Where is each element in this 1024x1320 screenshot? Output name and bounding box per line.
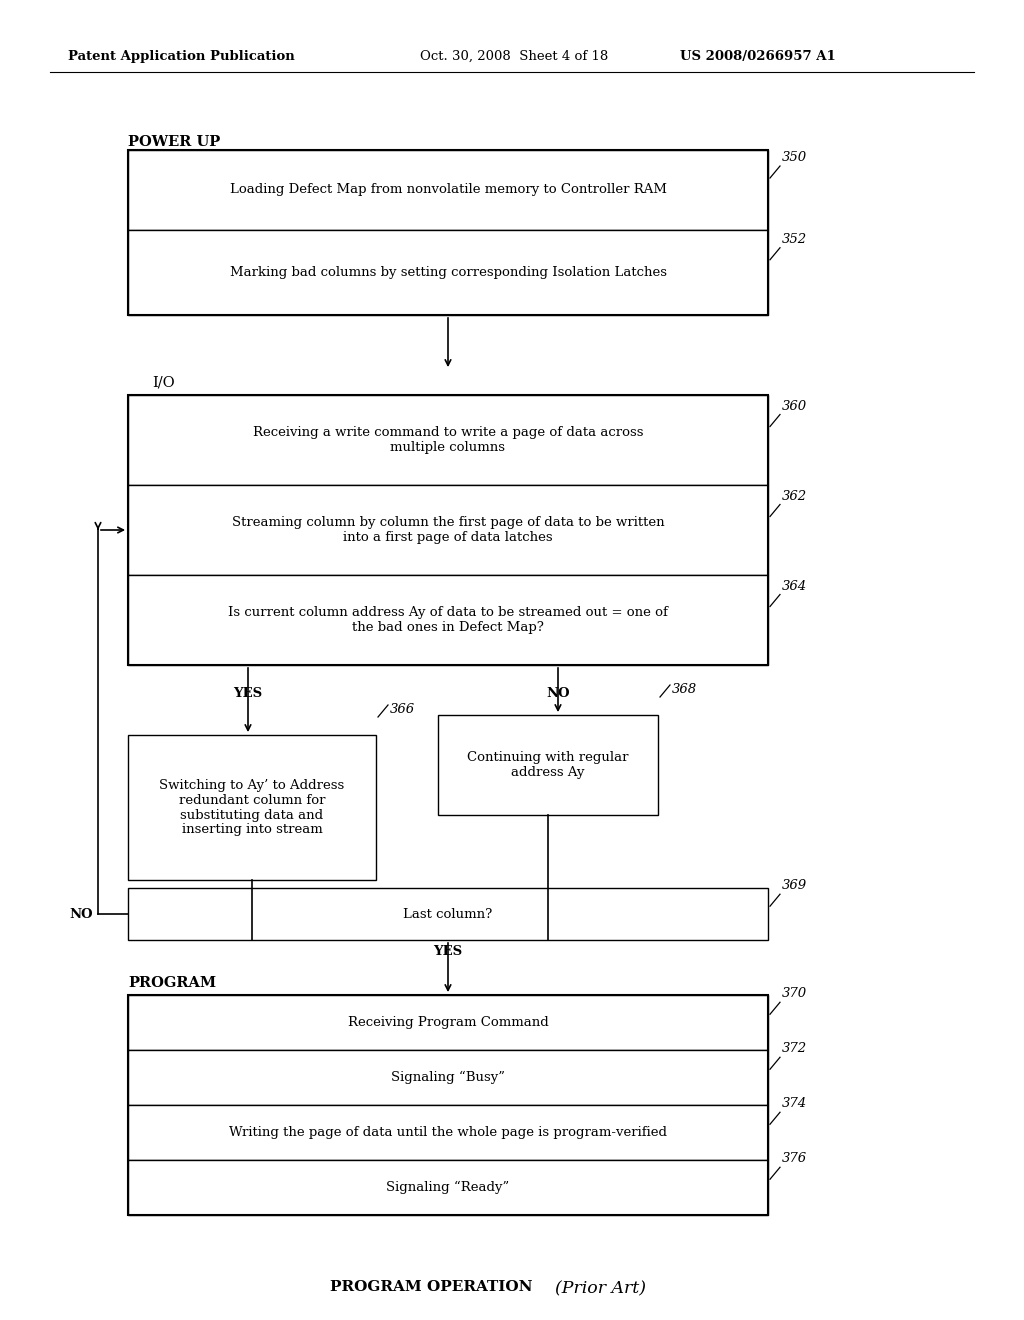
Text: YES: YES (233, 686, 262, 700)
Text: Continuing with regular
address Ay: Continuing with regular address Ay (467, 751, 629, 779)
Text: (Prior Art): (Prior Art) (555, 1280, 646, 1298)
Text: 376: 376 (782, 1152, 807, 1166)
Bar (128, 1160, 768, 1214)
Text: Loading Defect Map from nonvolatile memory to Controller RAM: Loading Defect Map from nonvolatile memo… (229, 183, 667, 197)
Text: I/O: I/O (152, 375, 175, 389)
Text: NO: NO (70, 908, 93, 920)
Bar (128, 888, 768, 940)
Text: Last column?: Last column? (403, 908, 493, 920)
Text: POWER UP: POWER UP (128, 135, 220, 149)
Text: 364: 364 (782, 579, 807, 593)
Text: Writing the page of data until the whole page is program-verified: Writing the page of data until the whole… (229, 1126, 667, 1139)
Text: Marking bad columns by setting corresponding Isolation Latches: Marking bad columns by setting correspon… (229, 267, 667, 279)
Text: PROGRAM OPERATION: PROGRAM OPERATION (330, 1280, 532, 1294)
Text: Switching to Ay’ to Address
redundant column for
substituting data and
inserting: Switching to Ay’ to Address redundant co… (160, 779, 345, 837)
Text: Signaling “Ready”: Signaling “Ready” (386, 1181, 510, 1195)
Bar (128, 1105, 768, 1160)
Text: 360: 360 (782, 400, 807, 412)
Bar (438, 715, 658, 814)
Text: Receiving Program Command: Receiving Program Command (347, 1016, 549, 1030)
Text: NO: NO (546, 686, 569, 700)
Text: Receiving a write command to write a page of data across
multiple columns: Receiving a write command to write a pag… (253, 426, 643, 454)
Text: Oct. 30, 2008  Sheet 4 of 18: Oct. 30, 2008 Sheet 4 of 18 (420, 50, 608, 63)
Bar (128, 995, 768, 1049)
Text: US 2008/0266957 A1: US 2008/0266957 A1 (680, 50, 836, 63)
Bar (128, 230, 768, 315)
Text: 372: 372 (782, 1043, 807, 1055)
Text: Patent Application Publication: Patent Application Publication (68, 50, 295, 63)
Bar (128, 150, 768, 315)
Bar (128, 395, 768, 484)
Text: YES: YES (433, 945, 463, 958)
Text: Streaming column by column the first page of data to be written
into a first pag: Streaming column by column the first pag… (231, 516, 665, 544)
Bar (128, 735, 376, 880)
Bar (128, 576, 768, 665)
Text: PROGRAM: PROGRAM (128, 975, 216, 990)
Bar (128, 395, 768, 665)
Text: 362: 362 (782, 490, 807, 503)
Text: 369: 369 (782, 879, 807, 892)
Bar (128, 995, 768, 1214)
Text: 370: 370 (782, 987, 807, 1001)
Bar (128, 150, 768, 230)
Bar (128, 484, 768, 576)
Text: 368: 368 (672, 682, 697, 696)
Text: Is current column address Ay of data to be streamed out = one of
the bad ones in: Is current column address Ay of data to … (228, 606, 668, 634)
Text: 352: 352 (782, 232, 807, 246)
Text: Signaling “Busy”: Signaling “Busy” (391, 1071, 505, 1084)
Text: 374: 374 (782, 1097, 807, 1110)
Bar (128, 1049, 768, 1105)
Text: 366: 366 (390, 704, 415, 715)
Text: 350: 350 (782, 150, 807, 164)
